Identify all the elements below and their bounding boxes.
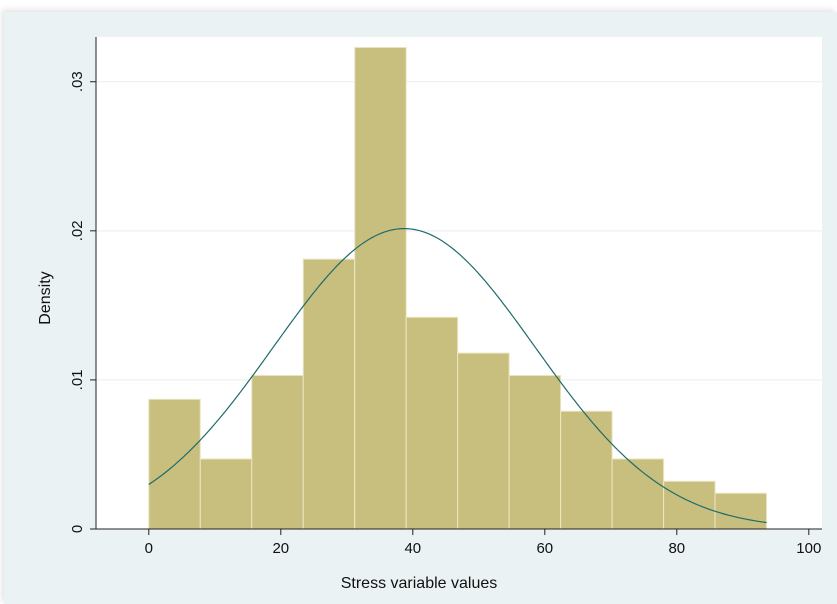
- histogram-bar-5: [405, 316, 459, 530]
- y-tick-label-2: .02: [69, 220, 86, 241]
- y-tick-label-3: .03: [69, 71, 86, 92]
- axes: [95, 37, 822, 530]
- histogram-bar-8: [560, 410, 613, 530]
- x-tick-label-3: 60: [536, 540, 553, 557]
- y-axis-title: Density: [37, 271, 54, 324]
- y-tick-label-0: 0: [69, 525, 86, 533]
- normal-density-curve: [148, 228, 767, 524]
- x-tick-label-0: 0: [145, 540, 153, 557]
- histogram-bar-1: [199, 458, 253, 530]
- chart-frame: 0 20 40 60 80 100 0 .01 .02 .03 Stress variable …: [4, 12, 837, 604]
- x-axis-title: Stress variable values: [341, 575, 498, 592]
- histogram-bar-11: [714, 492, 768, 530]
- histogram-bar-7: [508, 374, 562, 530]
- y-tick-label-1: .01: [69, 369, 86, 390]
- histogram-bar-3: [302, 258, 356, 530]
- histogram-bar-10: [663, 480, 716, 530]
- histogram-bar-2: [251, 374, 304, 530]
- histogram-bars: [148, 46, 768, 530]
- histogram-bar-9: [611, 458, 665, 530]
- histogram-bar-6: [457, 352, 510, 530]
- x-tick-label-4: 80: [668, 540, 685, 557]
- x-axis-ticks: 0 20 40 60 80 100: [145, 529, 821, 557]
- histogram-bar-4: [354, 46, 407, 530]
- x-tick-label-2: 40: [404, 540, 421, 557]
- x-tick-label-5: 100: [796, 540, 821, 557]
- histogram-chart: 0 20 40 60 80 100 0 .01 .02 .03 Stress variable …: [37, 37, 822, 592]
- y-axis-ticks: 0 .01 .02 .03: [69, 71, 96, 533]
- x-tick-label-1: 20: [272, 540, 289, 557]
